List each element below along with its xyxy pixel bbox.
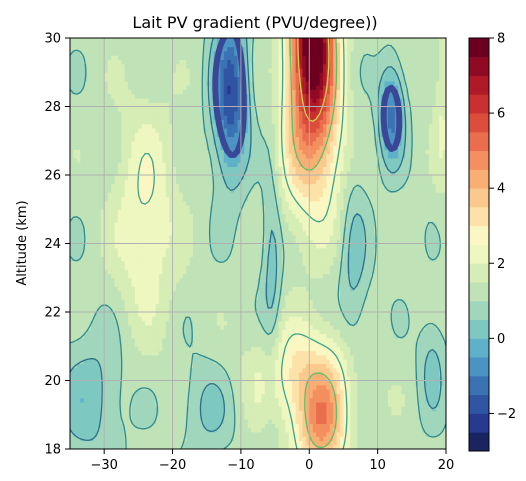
- colorbar-segment: [469, 169, 489, 189]
- colorbar-segment: [469, 394, 489, 414]
- colorbar-segment: [469, 282, 489, 302]
- colorbar-segment: [469, 357, 489, 377]
- x-tick-label: −30: [90, 458, 117, 473]
- y-tick-label: 24: [44, 237, 61, 252]
- colorbar-segment: [469, 56, 489, 76]
- colorbar-tick-label: 6: [497, 107, 505, 122]
- colorbar-segment: [469, 131, 489, 152]
- x-tick-label: −20: [159, 458, 186, 473]
- colorbar-segment: [469, 413, 489, 433]
- y-tick-label: 26: [44, 169, 61, 184]
- colorbar-segment: [469, 206, 489, 227]
- x-tick-label: 10: [369, 458, 386, 473]
- chart-title: Lait PV gradient (PVU/degree)): [132, 13, 377, 32]
- y-tick-label: 20: [44, 374, 61, 389]
- colorbar-segment: [469, 432, 489, 452]
- contour-line: [137, 38, 348, 449]
- contour-line: [70, 38, 446, 449]
- colorbar-segment: [469, 244, 489, 264]
- colorbar-segment: [469, 338, 489, 358]
- colorbar-segment: [469, 188, 489, 208]
- x-tick-label: −10: [227, 458, 254, 473]
- colorbar-tick-label: 2: [497, 257, 505, 272]
- colorbar-segment: [469, 94, 489, 114]
- colorbar-segment: [469, 113, 489, 133]
- y-tick-label: 30: [44, 32, 61, 47]
- colorbar-tick-label: 4: [497, 182, 505, 197]
- gridlines: [70, 38, 446, 449]
- colorbar-segment: [469, 375, 489, 396]
- colorbar-segment: [469, 150, 489, 170]
- colorbar-frame: [468, 37, 490, 452]
- y-axis-label: Altitude (km): [15, 200, 30, 285]
- colorbar-segment: [469, 75, 489, 95]
- colorbar-segment: [469, 225, 489, 245]
- colorbar: −2 0 2 4 6 8: [468, 32, 516, 452]
- colorbar-segment: [469, 300, 489, 320]
- x-tick-label: 0: [305, 458, 313, 473]
- colorbar-tick-label: 8: [497, 32, 505, 47]
- y-axis: 18 20 22 24 26 28 30: [44, 32, 70, 458]
- colorbar-segment: [469, 319, 489, 339]
- colorbar-tick-label: −2: [497, 407, 516, 422]
- heatmap-field: [70, 38, 446, 449]
- colorbar-segment: [469, 263, 489, 283]
- y-tick-label: 22: [44, 306, 61, 321]
- colorbar-segment: [469, 38, 489, 58]
- plot-area: [69, 37, 447, 450]
- x-tick-label: 20: [438, 458, 455, 473]
- y-tick-label: 18: [44, 443, 61, 458]
- x-axis: −30 −20 −10 0 10 20: [90, 449, 454, 473]
- y-tick-label: 28: [44, 100, 61, 115]
- contour-line: [289, 38, 338, 449]
- colorbar-tick-label: 0: [497, 332, 505, 347]
- contour-line: [70, 38, 442, 442]
